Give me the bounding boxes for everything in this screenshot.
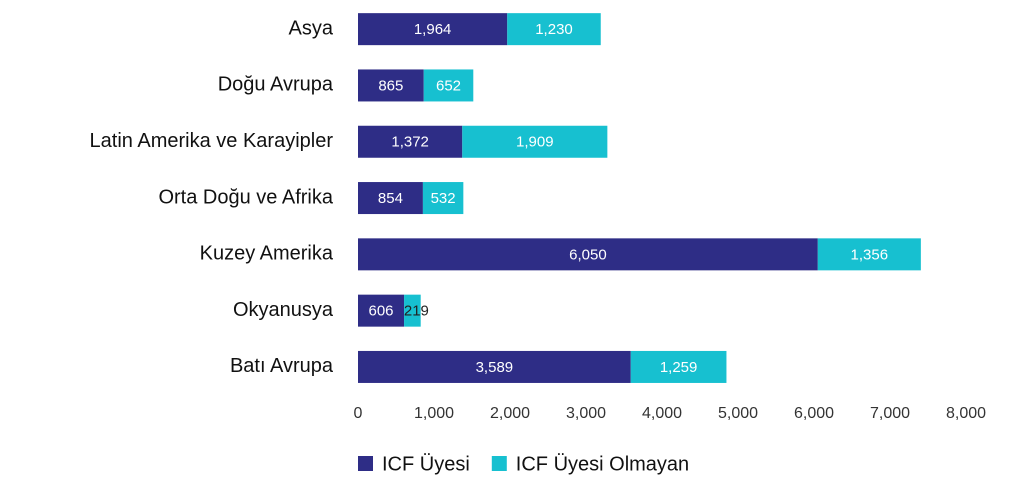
legend-swatch: [491, 456, 507, 471]
bar-segment: [507, 13, 601, 46]
x-tick-label: 2,000: [490, 405, 530, 422]
bar-segment: [358, 13, 508, 46]
category-label: Orta Doğu ve Afrika: [158, 186, 333, 208]
value-label: 1,230: [535, 21, 573, 38]
x-tick-label: 0: [354, 405, 363, 422]
value-label: 3,589: [476, 359, 514, 376]
bar-segment: [358, 350, 631, 383]
bar-segment: [358, 238, 818, 271]
value-label: 854: [378, 190, 403, 207]
x-tick-label: 8,000: [946, 405, 986, 422]
legend-swatch: [358, 456, 373, 471]
legend-label: ICF Üyesi: [382, 453, 470, 475]
bar-segment: [422, 182, 464, 215]
bar-segment: [358, 294, 405, 327]
x-tick-label: 3,000: [566, 405, 606, 422]
bar-segment: [358, 125, 463, 158]
x-tick-label: 4,000: [642, 405, 682, 422]
value-label: 652: [436, 77, 461, 94]
value-label: 865: [378, 77, 403, 94]
bar-segment: [630, 350, 727, 383]
value-label: 1,909: [516, 134, 554, 151]
bar-segment: [404, 294, 421, 327]
category-label: Kuzey Amerika: [200, 243, 334, 265]
value-label: 219: [404, 303, 429, 320]
category-label: Asya: [289, 17, 334, 39]
value-label: 1,356: [851, 246, 889, 263]
x-tick-label: 1,000: [414, 405, 454, 422]
bar-segment: [358, 69, 424, 102]
value-label: 1,372: [391, 134, 429, 151]
x-tick-label: 5,000: [718, 405, 758, 422]
value-label: 1,964: [414, 21, 452, 38]
value-label: 606: [369, 303, 394, 320]
value-label: 1,259: [660, 359, 698, 376]
bar-segment: [358, 182, 423, 215]
value-label: 532: [431, 190, 456, 207]
value-label: 6,050: [569, 246, 607, 263]
bar-segment: [423, 69, 474, 102]
x-tick-label: 7,000: [870, 405, 910, 422]
bar-segment: [817, 238, 921, 271]
bar-segment: [462, 125, 608, 158]
category-label: Batı Avrupa: [230, 355, 334, 377]
category-label: Latin Amerika ve Karayipler: [90, 130, 334, 152]
category-label: Okyanusya: [233, 299, 334, 321]
legend-label: ICF Üyesi Olmayan: [516, 453, 689, 475]
x-tick-label: 6,000: [794, 405, 834, 422]
category-label: Doğu Avrupa: [218, 74, 334, 96]
